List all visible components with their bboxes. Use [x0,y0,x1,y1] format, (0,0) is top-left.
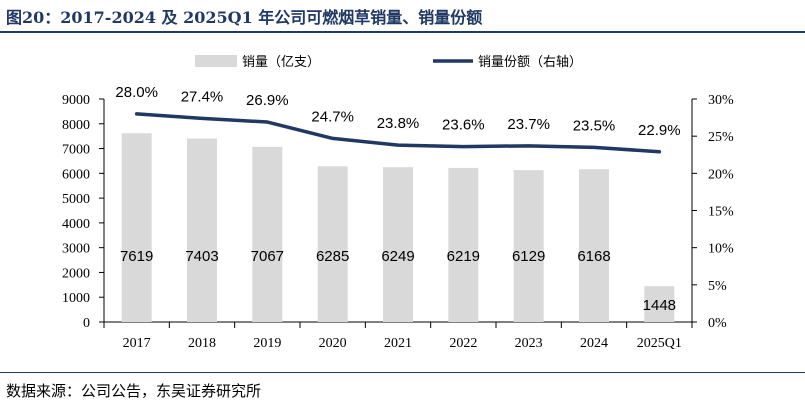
bar-data-label: 6129 [512,248,545,265]
title-rule [0,31,805,33]
left-tick-label: 6000 [62,167,90,182]
legend-bar-swatch [195,55,237,67]
share-data-label: 27.4% [181,88,224,105]
bar [579,169,609,322]
line-labels: 28.0% 27.4% 26.9% 24.7% 23.8% 23.6% 23.7% 23.5%… [115,84,680,139]
x-tick-label: 2019 [253,336,281,351]
share-data-label: 28.0% [115,84,158,101]
chart: 销量（亿支） 销量份额（右轴） 0 1000 2000 3000 4000 5000 6000… [62,55,734,351]
bar-data-label: 6285 [316,248,349,265]
right-tick-label: 30% [708,93,734,108]
line-series [134,112,662,154]
right-tick-label: 15% [708,205,734,220]
x-tick-label: 2022 [449,336,477,351]
left-tick-label: 7000 [62,143,90,158]
bar-series [121,133,675,322]
x-tick-label: 2017 [123,336,151,351]
bar-data-label: 7619 [120,248,153,265]
right-tick-label: 20% [708,167,734,182]
left-tick-label: 3000 [62,242,90,257]
left-tick-label: 8000 [62,118,90,133]
bar-data-label: 6168 [577,248,610,265]
share-data-label: 22.9% [638,122,681,139]
right-tick-label: 10% [708,242,734,257]
x-tick-label: 2020 [319,336,347,351]
source-note: 数据来源：公司公告，东吴证券研究所 [6,382,262,400]
x-tick-label: 2018 [188,336,216,351]
bar-data-label: 7403 [185,248,218,265]
x-tick-label: 2024 [580,336,608,351]
figure-title: 图20：2017-2024 及 2025Q1 年公司可燃烟草销量、销量份额 [6,8,483,27]
share-data-label: 23.8% [377,115,420,132]
legend-bar-label: 销量（亿支） [242,55,320,70]
left-tick-label: 5000 [62,192,90,207]
bar [317,166,348,322]
share-data-label: 26.9% [246,92,289,109]
bar [252,146,283,322]
bar [448,167,479,322]
right-tick-label: 25% [708,130,734,145]
bar [187,138,217,322]
left-tick-label: 2000 [62,266,90,281]
bar [644,286,675,322]
bar-data-label: 1448 [643,297,676,314]
x-tick-label: 2025Q1 [637,336,682,351]
legend-line-label: 销量份额（右轴） [478,55,582,70]
legend: 销量（亿支） 销量份额（右轴） [195,55,582,70]
left-tick-label: 0 [83,316,90,331]
share-data-label: 23.7% [507,116,550,133]
bar [383,167,413,322]
bar-data-label: 6249 [381,248,414,265]
right-tick-label: 5% [708,279,727,294]
bar-data-label: 6219 [447,248,480,265]
share-data-label: 23.5% [573,117,616,134]
share-data-label: 23.6% [442,117,485,134]
bar [121,133,152,322]
bar-data-label: 7067 [251,248,284,265]
x-tick-label: 2023 [515,336,543,351]
bar-labels: 7619 7403 7067 6285 6249 6219 6129 6168 1448 [120,248,676,314]
x-tick-label: 2021 [384,336,412,351]
source-rule [0,372,805,373]
left-tick-label: 1000 [62,291,90,306]
bar [513,170,544,322]
left-tick-label: 4000 [62,217,90,232]
share-data-label: 24.7% [311,108,354,125]
left-tick-label: 9000 [62,93,90,108]
right-tick-label: 0% [708,316,727,331]
